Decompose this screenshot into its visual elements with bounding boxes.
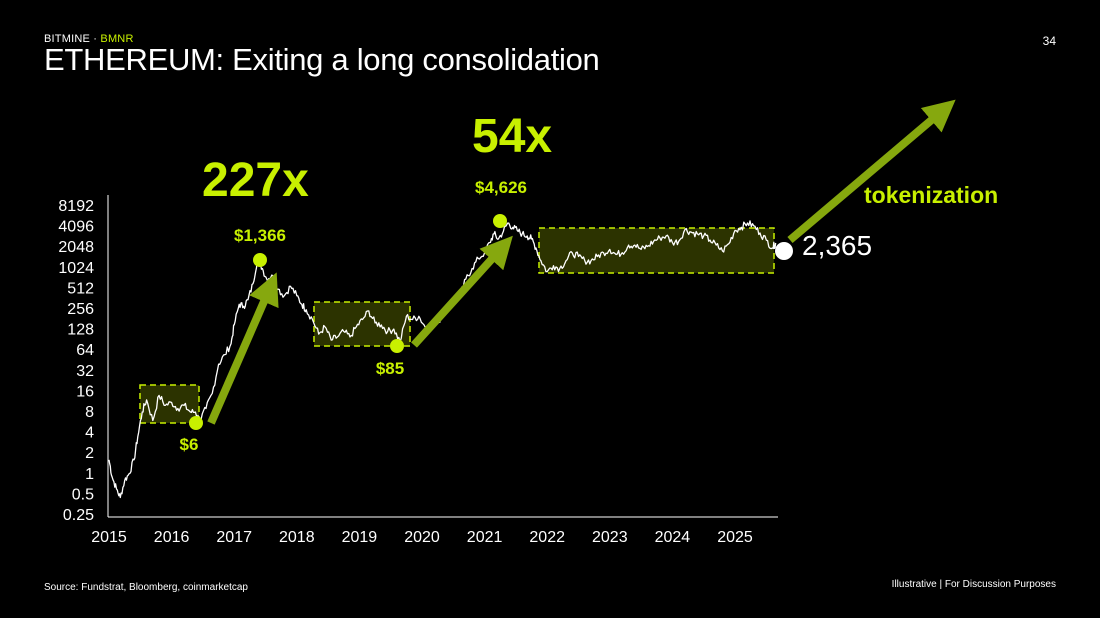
- x-tick-label-2023: 2023: [592, 529, 628, 546]
- y-tick-label-64: 64: [76, 342, 94, 359]
- tokenization-label: tokenization: [864, 182, 998, 208]
- y-tick-label-512: 512: [67, 280, 94, 297]
- x-tick-label-2025: 2025: [717, 529, 753, 546]
- y-tick-label-1: 1: [85, 466, 94, 483]
- y-tick-label-0.5: 0.5: [72, 486, 94, 503]
- y-tick-label-8192: 8192: [58, 198, 94, 215]
- brand-label: BITMINE · BMNR: [44, 33, 134, 45]
- slide-title: ETHEREUM: Exiting a long consolidation: [44, 42, 600, 77]
- price-point-1366: [253, 253, 267, 267]
- x-tick-label-2016: 2016: [154, 529, 190, 546]
- multiple-label-54x: 54x: [472, 110, 552, 163]
- brand-name: BITMINE: [44, 33, 91, 45]
- price-label-4626: $4,626: [475, 178, 527, 197]
- x-tick-label-2024: 2024: [655, 529, 691, 546]
- arrow-2016-rally: [207, 272, 279, 425]
- brand-ticker: BMNR: [100, 33, 134, 45]
- x-tick-labels: 2015 2016 2017 2018 2019 2020 2021 2022 2023 2024…: [91, 529, 753, 546]
- arrow-tokenization: [787, 99, 956, 244]
- y-tick-label-0.25: 0.25: [63, 507, 94, 524]
- price-label-6: $6: [180, 435, 199, 454]
- x-tick-label-2020: 2020: [404, 529, 440, 546]
- growth-arrows: [207, 99, 956, 425]
- price-label-85: $85: [376, 359, 404, 378]
- y-tick-label-8: 8: [85, 404, 94, 421]
- consolidation-band-2018: [313, 301, 411, 347]
- x-tick-label-2017: 2017: [216, 529, 252, 546]
- y-tick-label-4: 4: [85, 425, 94, 442]
- current-price-label: 2,365: [802, 230, 872, 261]
- consolidation-band-2015: [139, 384, 200, 424]
- price-point-6: [189, 416, 203, 430]
- y-tick-labels: 0.25 0.5 1 2 4 8 16 32 64 128 256 512 1024 2048 4096 81…: [58, 198, 94, 524]
- consolidation-band-2022: [538, 227, 775, 274]
- multiple-label-227x: 227x: [202, 154, 309, 207]
- price-point-85: [390, 339, 404, 353]
- x-tick-label-2019: 2019: [342, 529, 378, 546]
- y-tick-label-1024: 1024: [58, 260, 94, 277]
- y-tick-label-128: 128: [67, 322, 94, 339]
- consolidation-bands: [139, 227, 775, 424]
- price-point-4626: [493, 214, 507, 228]
- x-tick-label-2018: 2018: [279, 529, 315, 546]
- source-note: Source: Fundstrat, Bloomberg, coinmarket…: [44, 582, 248, 593]
- current-price-point: [775, 242, 793, 260]
- disclaimer-note: Illustrative | For Discussion Purposes: [891, 579, 1056, 590]
- y-tick-label-16: 16: [76, 383, 94, 400]
- x-tick-label-2022: 2022: [529, 529, 565, 546]
- y-tick-label-256: 256: [67, 301, 94, 318]
- y-tick-label-2048: 2048: [58, 239, 94, 256]
- brand-separator: ·: [90, 33, 101, 45]
- price-label-1366: $1,366: [234, 226, 286, 245]
- arrow-2020-rally: [411, 235, 513, 348]
- x-tick-label-2015: 2015: [91, 529, 127, 546]
- x-tick-label-2021: 2021: [467, 529, 503, 546]
- y-tick-label-4096: 4096: [58, 219, 94, 236]
- page-number: 34: [1042, 34, 1056, 48]
- y-tick-label-32: 32: [76, 363, 94, 380]
- y-tick-label-2: 2: [85, 445, 94, 462]
